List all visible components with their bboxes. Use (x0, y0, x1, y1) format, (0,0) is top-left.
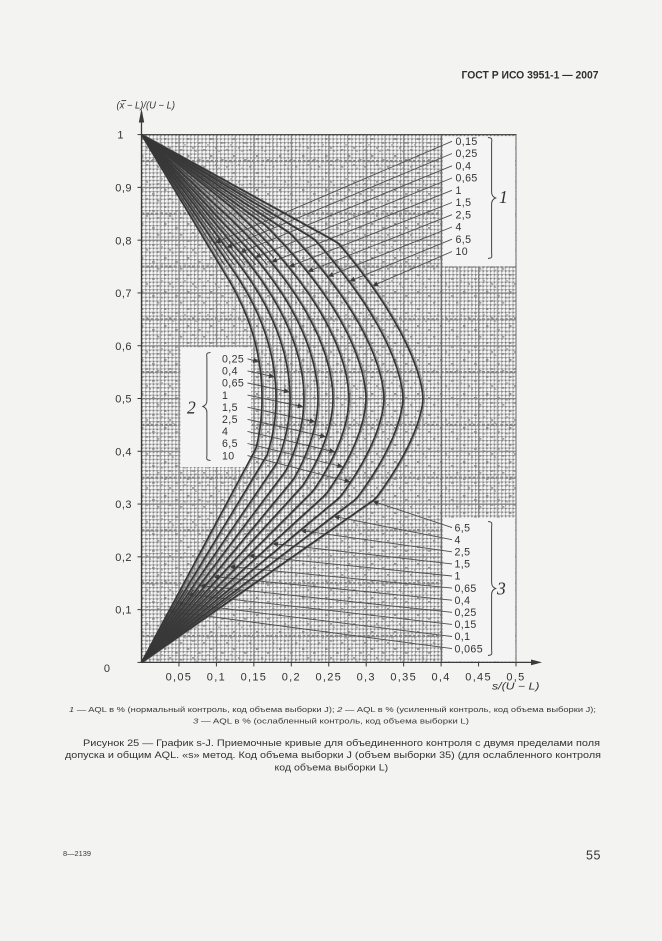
svg-text:0,05: 0,05 (166, 672, 193, 684)
svg-text:1: 1 (456, 185, 462, 197)
svg-text:0,4: 0,4 (222, 366, 238, 378)
svg-text:код объема выборки L): код объема выборки L) (275, 763, 389, 773)
svg-text:4: 4 (456, 222, 462, 234)
svg-text:1,5: 1,5 (222, 402, 238, 414)
svg-text:2,5: 2,5 (455, 547, 471, 559)
svg-text:1: 1 (499, 187, 508, 207)
svg-text:Рисунок 25 — График s-J. Прием: Рисунок 25 — График s-J. Приемочные крив… (83, 738, 600, 748)
svg-text:0,4: 0,4 (431, 672, 450, 684)
svg-text:0,65: 0,65 (456, 173, 478, 185)
svg-text:0,5: 0,5 (506, 672, 525, 684)
svg-text:0,4: 0,4 (456, 161, 472, 173)
svg-text:1: 1 (222, 390, 228, 402)
svg-text:1: 1 (455, 571, 461, 583)
svg-text:0,2: 0,2 (115, 552, 132, 564)
svg-text:0,3: 0,3 (357, 672, 376, 684)
svg-text:2,5: 2,5 (222, 414, 238, 426)
svg-text:4: 4 (222, 426, 228, 438)
svg-text:0,65: 0,65 (455, 583, 477, 595)
svg-text:0,4: 0,4 (115, 446, 132, 458)
svg-text:0,25: 0,25 (222, 354, 244, 366)
svg-text:6,5: 6,5 (455, 522, 471, 534)
svg-text:1: 1 (117, 130, 124, 142)
svg-text:0,7: 0,7 (115, 288, 132, 300)
svg-text:0,15: 0,15 (456, 136, 478, 148)
svg-text:3: 3 (496, 579, 506, 599)
svg-text:0,1: 0,1 (207, 672, 226, 684)
svg-text:0,3: 0,3 (115, 499, 132, 511)
svg-text:1,5: 1,5 (456, 197, 472, 209)
svg-text:2: 2 (187, 398, 196, 418)
svg-text:3 — AQL в % (ослабленный контр: 3 — AQL в % (ослабленный контроль, код о… (193, 717, 470, 726)
svg-text:10: 10 (456, 246, 469, 258)
svg-text:0,25: 0,25 (315, 672, 342, 684)
svg-text:0,45: 0,45 (465, 672, 492, 684)
svg-text:10: 10 (222, 450, 235, 462)
svg-text:2,5: 2,5 (456, 209, 472, 221)
svg-text:0,15: 0,15 (241, 672, 268, 684)
svg-text:6,5: 6,5 (456, 234, 472, 246)
svg-text:0,4: 0,4 (455, 595, 471, 607)
svg-text:0,2: 0,2 (282, 672, 301, 684)
svg-text:55: 55 (586, 849, 601, 863)
svg-text:1,5: 1,5 (455, 559, 471, 571)
svg-text:0,8: 0,8 (115, 235, 132, 247)
svg-text:0,6: 0,6 (115, 341, 132, 353)
svg-text:0,1: 0,1 (455, 631, 471, 643)
svg-text:0,065: 0,065 (455, 643, 484, 655)
svg-text:0: 0 (104, 663, 110, 675)
svg-text:допуска и общим AQL. «s» метод: допуска и общим AQL. «s» метод. Код объе… (65, 750, 601, 760)
svg-text:0,15: 0,15 (455, 619, 477, 631)
svg-text:0,25: 0,25 (455, 607, 477, 619)
svg-text:0,9: 0,9 (115, 183, 132, 195)
svg-text:(x − L)/(U − L): (x − L)/(U − L) (117, 100, 176, 111)
svg-text:6,5: 6,5 (222, 438, 238, 450)
svg-text:0,1: 0,1 (115, 605, 132, 617)
svg-text:s/(U − L): s/(U − L) (492, 681, 540, 692)
svg-text:0,35: 0,35 (390, 672, 417, 684)
svg-text:0,25: 0,25 (456, 148, 478, 160)
svg-text:0,65: 0,65 (222, 378, 244, 390)
svg-text:8—2139: 8—2139 (63, 849, 91, 858)
svg-text:4: 4 (455, 534, 461, 546)
svg-text:1 — AQL в % (нормальный контро: 1 — AQL в % (нормальный контроль, код об… (69, 705, 596, 714)
svg-text:ГОСТ Р ИСО 3951-1 — 2007: ГОСТ Р ИСО 3951-1 — 2007 (462, 69, 599, 81)
svg-text:0,5: 0,5 (115, 394, 132, 406)
